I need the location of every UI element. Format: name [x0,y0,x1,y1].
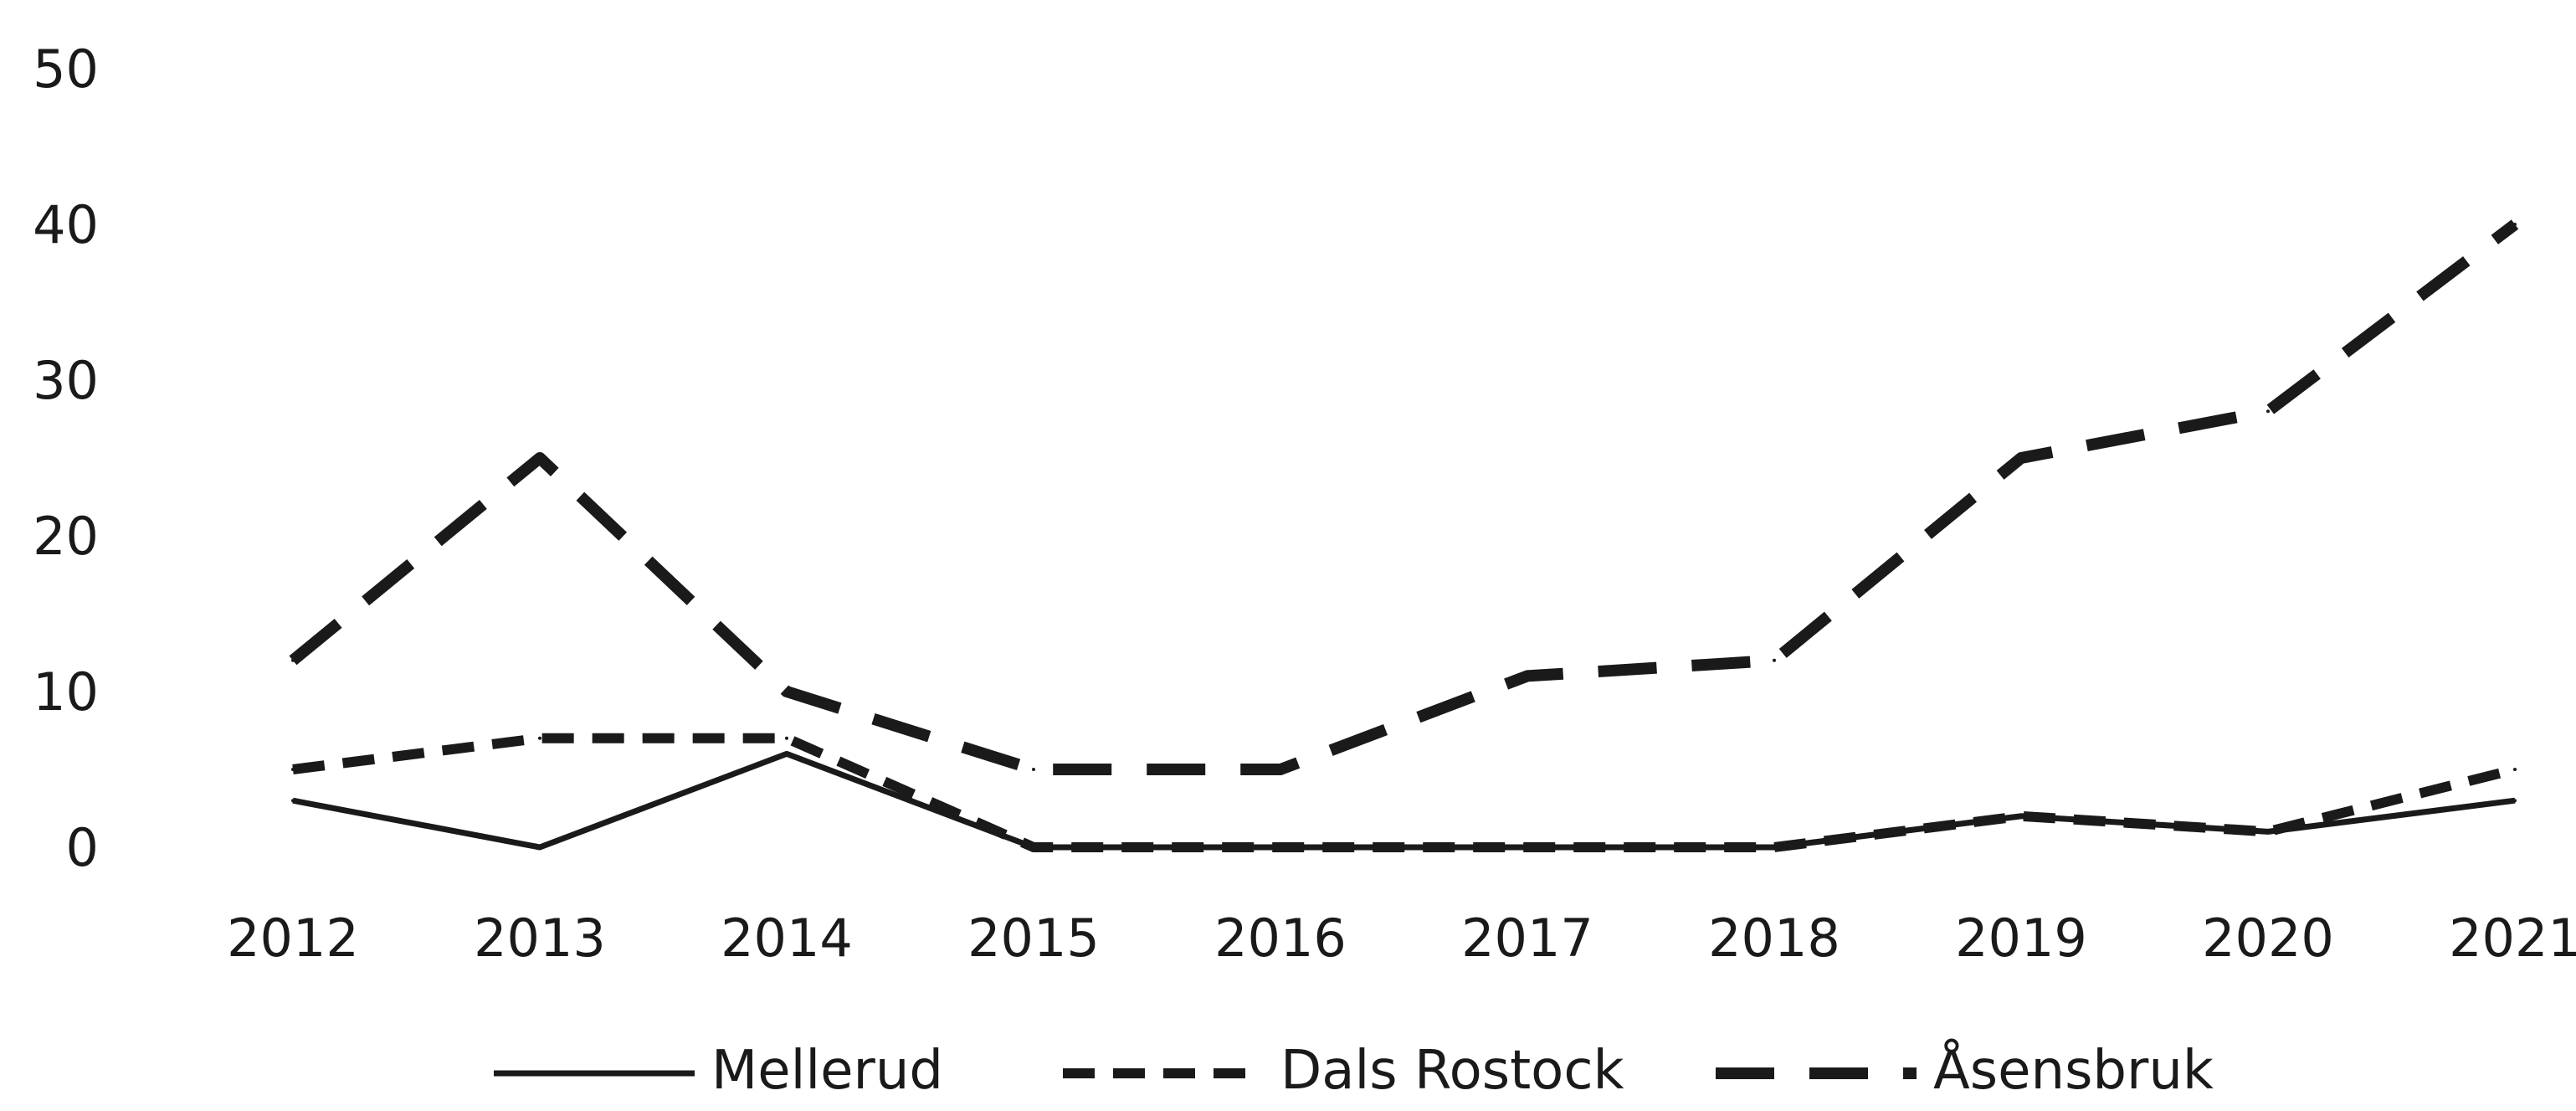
data-point [2019,814,2023,818]
data-point [785,752,788,756]
legend-item: Dals Rostock [1063,1040,1624,1102]
data-point [1526,674,1529,678]
data-point [2019,456,2023,460]
legend-label: Åsensbruk [1933,1038,2214,1102]
y-axis: 0 10 20 30 40 50 [33,39,99,878]
y-tick-label: 50 [33,39,99,100]
data-point [1773,658,1776,662]
x-tick-label: 2018 [1708,908,1840,969]
data-point [1032,846,1035,849]
data-point [1032,768,1035,771]
data-point [538,846,541,849]
x-tick-label: 2019 [1955,908,2087,969]
data-point [291,799,295,803]
series-line [292,750,2516,851]
legend-item: Åsensbruk [1716,1038,2214,1102]
y-tick-label: 0 [66,817,99,878]
y-tick-label: 30 [33,350,99,411]
data-point [2266,409,2270,414]
data-point [2513,223,2517,226]
y-tick-label: 20 [33,506,99,567]
legend-item: Mellerud [494,1040,943,1102]
x-tick-label: 2016 [1214,908,1347,969]
series-line [289,219,2519,775]
data-point [1526,846,1529,849]
data-point [785,690,788,693]
x-tick-label: 2015 [967,908,1100,969]
data-point [1279,846,1282,849]
data-point [2513,768,2517,771]
data-point [1773,846,1776,849]
x-tick-label: 2014 [721,908,853,969]
series-line [292,733,2517,852]
x-tick-label: 2020 [2202,908,2334,969]
data-point [538,736,541,740]
y-tick-label: 10 [33,661,99,723]
legend-label: Dals Rostock [1280,1040,1624,1102]
legend: Mellerud Dals Rostock Åsensbruk [494,1038,2214,1102]
y-tick-label: 40 [33,194,99,255]
x-tick-label: 2012 [227,908,359,969]
series-dals-rostock [291,733,2517,852]
data-point [291,658,295,662]
series-mellerud [291,750,2517,851]
data-point [785,736,788,740]
x-tick-label: 2017 [1461,908,1593,969]
data-point [1279,768,1282,771]
series--sensbruk [289,219,2519,775]
x-tick-label: 2013 [474,908,606,969]
data-point [538,456,541,460]
legend-label: Mellerud [711,1040,943,1102]
x-tick-label: 2021 [2449,908,2576,969]
data-point [291,768,295,771]
plot-area [289,219,2519,852]
data-point [2266,830,2270,834]
data-point [2513,799,2517,803]
x-axis: 2012 2013 2014 2015 2016 2017 2018 2019 2020 2021 [227,908,2576,969]
